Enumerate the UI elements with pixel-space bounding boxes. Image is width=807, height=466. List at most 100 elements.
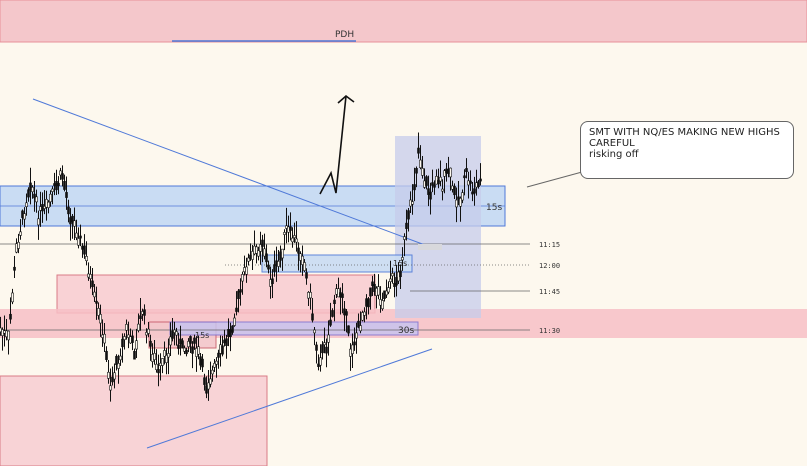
candle-body bbox=[195, 347, 198, 357]
candle-body bbox=[413, 184, 416, 191]
candle-body bbox=[19, 231, 22, 236]
pdh-zone[interactable] bbox=[0, 0, 807, 43]
candle-body bbox=[145, 332, 148, 336]
candle-body bbox=[209, 378, 212, 385]
candle-body bbox=[129, 336, 132, 344]
candle-body bbox=[7, 330, 10, 341]
candle-body bbox=[69, 217, 72, 225]
candle-body bbox=[479, 178, 482, 182]
candle-body bbox=[29, 182, 32, 191]
candle-body bbox=[199, 356, 202, 366]
candle-body bbox=[71, 215, 74, 223]
candle-body bbox=[215, 360, 218, 365]
candle-body bbox=[277, 261, 280, 267]
candle-body bbox=[351, 344, 354, 354]
candle-body bbox=[399, 270, 402, 278]
descending-trendline[interactable] bbox=[32, 98, 426, 246]
candle-body bbox=[387, 287, 390, 293]
candle-body bbox=[381, 300, 384, 310]
candle-body bbox=[293, 235, 296, 238]
candle-body bbox=[345, 311, 348, 316]
candle-body bbox=[113, 372, 116, 380]
candle-body bbox=[257, 250, 260, 257]
candle-body bbox=[459, 198, 462, 207]
candle-body bbox=[59, 170, 62, 176]
candle-body bbox=[283, 232, 286, 235]
candle-body bbox=[347, 325, 350, 334]
candle-body bbox=[417, 147, 420, 154]
candle-body bbox=[267, 264, 270, 270]
candle-body bbox=[331, 310, 334, 317]
candle-body bbox=[389, 278, 392, 283]
candle-body bbox=[91, 280, 94, 288]
candle-body bbox=[77, 238, 80, 246]
zone-tag-small: 15s bbox=[195, 331, 209, 340]
candle-body bbox=[355, 332, 358, 339]
small-demand-zone[interactable] bbox=[261, 254, 413, 273]
candle-body bbox=[281, 248, 284, 259]
candle-body bbox=[323, 342, 326, 346]
candle-body bbox=[103, 333, 106, 344]
candle-body bbox=[131, 335, 134, 343]
candle-body bbox=[229, 329, 232, 337]
candle-body bbox=[319, 357, 322, 366]
candle-body bbox=[183, 347, 186, 352]
candle-body bbox=[203, 377, 206, 385]
candle-body bbox=[165, 355, 168, 363]
candle-body bbox=[357, 320, 360, 328]
candle-body bbox=[235, 307, 238, 312]
candle-body bbox=[93, 291, 96, 298]
candle-body bbox=[95, 300, 98, 304]
candle-body bbox=[473, 188, 476, 194]
candle-body bbox=[271, 278, 274, 285]
lower-supply-box[interactable] bbox=[0, 375, 268, 466]
candlestick-series[interactable] bbox=[0, 132, 482, 402]
candle-body bbox=[245, 266, 248, 275]
candle-body bbox=[221, 345, 224, 355]
time-label-1200: 12:00 bbox=[539, 262, 560, 270]
candle-body bbox=[105, 350, 108, 360]
candle-body bbox=[303, 262, 306, 271]
candle-body bbox=[247, 257, 250, 262]
candle-body bbox=[87, 273, 90, 278]
candle-body bbox=[173, 329, 176, 333]
ascending-trendline[interactable] bbox=[146, 348, 433, 449]
candle-body bbox=[153, 353, 156, 360]
candle-body bbox=[49, 193, 52, 203]
candle-body bbox=[177, 344, 180, 349]
candle-body bbox=[125, 324, 128, 331]
candle-body bbox=[231, 325, 234, 333]
note-line-1: SMT WITH NQ/ES MAKING NEW HIGHS bbox=[589, 127, 780, 138]
candle-body bbox=[169, 336, 172, 346]
candle-body bbox=[263, 248, 266, 257]
candle-body bbox=[421, 168, 424, 176]
candle-body bbox=[429, 191, 432, 200]
candle-body bbox=[157, 369, 160, 374]
candle-body bbox=[237, 290, 240, 300]
candle-body bbox=[233, 317, 236, 326]
candle-body bbox=[309, 291, 312, 299]
candle-body bbox=[147, 328, 150, 334]
candle-body bbox=[363, 311, 366, 316]
candle-body bbox=[115, 355, 118, 365]
candle-body bbox=[137, 323, 140, 331]
mid-supply-zone[interactable] bbox=[56, 274, 376, 314]
candle-body bbox=[193, 337, 196, 344]
candle-body bbox=[411, 201, 414, 205]
candle-body bbox=[205, 385, 208, 394]
candle-body bbox=[107, 371, 110, 379]
candle-body bbox=[189, 336, 192, 344]
candle-body bbox=[469, 180, 472, 184]
candle-body bbox=[461, 192, 464, 201]
candle-body bbox=[225, 338, 228, 346]
candle-body bbox=[427, 188, 430, 195]
candle-body bbox=[243, 267, 246, 272]
smt-note[interactable]: SMT WITH NQ/ES MAKING NEW HIGHS CAREFUL … bbox=[580, 121, 794, 179]
candle-body bbox=[361, 312, 364, 321]
candle-body bbox=[167, 353, 170, 358]
candle-body bbox=[329, 319, 332, 326]
candle-body bbox=[161, 358, 164, 366]
candle-body bbox=[431, 182, 434, 186]
candle-body bbox=[101, 334, 104, 338]
